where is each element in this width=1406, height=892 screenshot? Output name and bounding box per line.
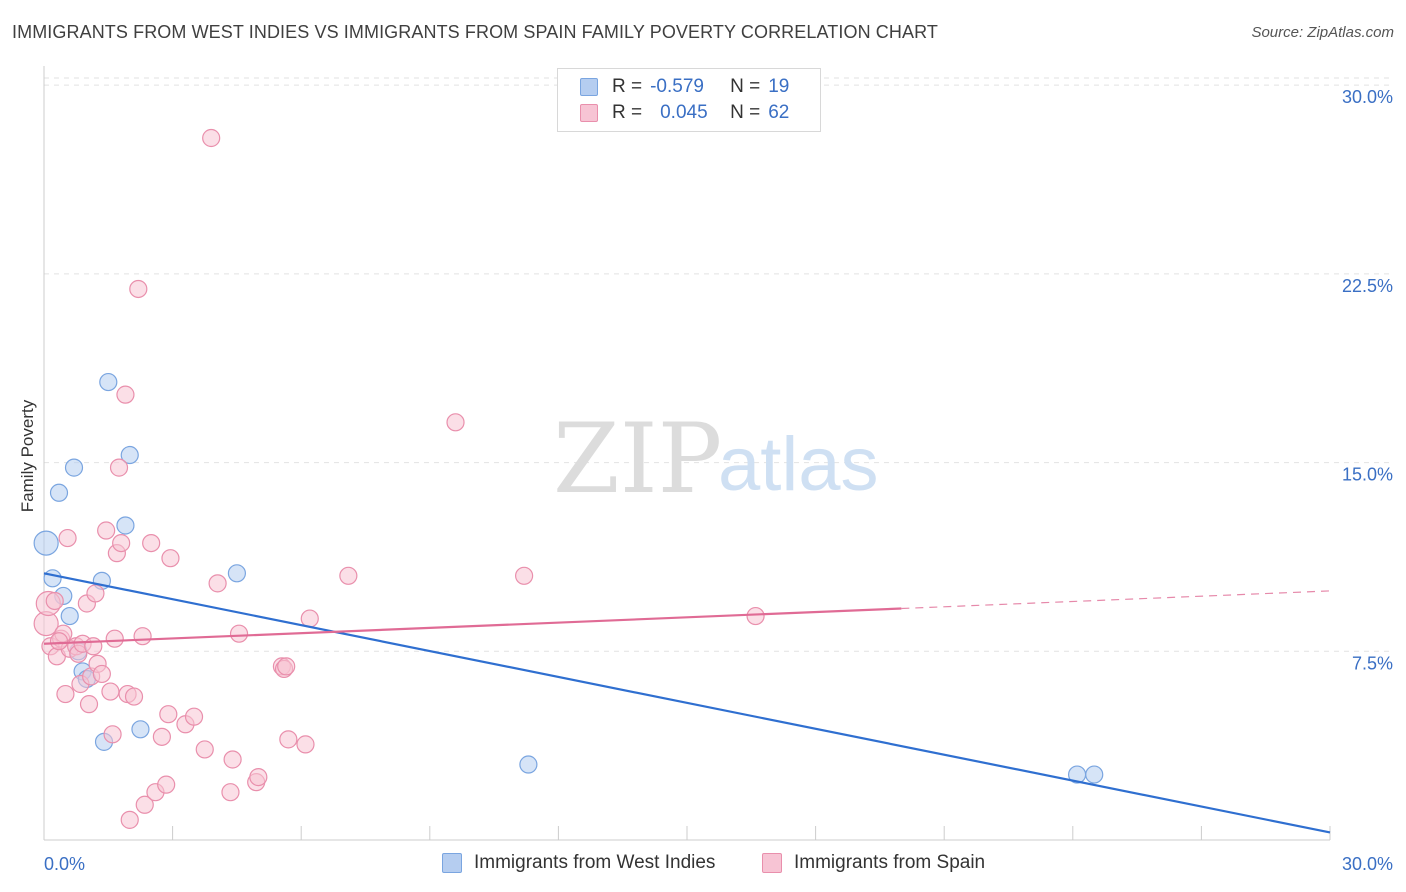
r-value: 0.045	[660, 102, 708, 123]
watermark-atlas: atlas	[718, 422, 879, 507]
chart-title: IMMIGRANTS FROM WEST INDIES VS IMMIGRANT…	[12, 22, 938, 42]
r-value: -0.579	[650, 76, 704, 97]
spain-point	[229, 624, 249, 643]
west-indies-point	[120, 445, 139, 465]
spain-point	[129, 279, 148, 299]
watermark: ZIP atlas	[553, 403, 879, 515]
n-value: 62	[768, 102, 790, 123]
y-tick-label: 30.0%	[1342, 87, 1393, 107]
spain-point	[79, 695, 99, 714]
west-indies-point	[131, 720, 150, 739]
spain-trend-extension	[901, 590, 1331, 610]
y-tick-label: 7.5%	[1352, 653, 1393, 673]
source-label: Source: ZipAtlas.com	[1251, 24, 1394, 41]
spain-point	[120, 810, 139, 829]
spain-point	[56, 684, 75, 704]
spain-point	[84, 637, 103, 656]
west-indies-point	[227, 564, 246, 583]
west-indies-point	[1085, 765, 1104, 784]
west-indies-point	[519, 755, 538, 774]
spain-point	[515, 566, 534, 585]
legend-item-spain[interactable]: Immigrants from Spain	[762, 852, 985, 874]
spain-point	[223, 750, 242, 769]
n-value: 19	[768, 76, 790, 97]
spain-point	[152, 727, 171, 746]
spain-point	[159, 705, 178, 724]
x-tick-label: 0.0%	[44, 854, 85, 874]
spain-point	[45, 591, 64, 611]
spain-trend-line	[43, 607, 902, 645]
spain-point	[157, 775, 176, 794]
west-indies-trend-line	[43, 572, 1331, 834]
y-tick-label: 15.0%	[1342, 465, 1393, 485]
blue-swatch	[580, 78, 598, 96]
pink-swatch	[762, 853, 782, 873]
spain-point	[133, 627, 152, 646]
spain-point	[277, 657, 296, 676]
spain-point	[339, 566, 358, 585]
spain-point	[142, 533, 161, 553]
gridlines	[44, 77, 1392, 652]
pink-swatch	[580, 104, 598, 122]
west-indies-point	[49, 483, 69, 502]
spain-point	[221, 783, 240, 802]
r-label: R =	[612, 102, 643, 123]
n-label: N =	[730, 102, 761, 123]
spain-point	[279, 730, 298, 749]
legend-label: Immigrants from Spain	[794, 852, 986, 873]
spain-point	[184, 707, 204, 726]
spain-point	[296, 735, 315, 754]
y-axis-label: Family Poverty	[18, 399, 37, 513]
west-indies-point	[116, 516, 135, 535]
spain-point	[103, 725, 122, 744]
spain-point	[202, 128, 221, 148]
r-label: R =	[612, 76, 643, 97]
spain-point	[112, 533, 131, 553]
spain-point	[105, 629, 124, 648]
spain-point	[124, 687, 144, 706]
west-indies-point	[33, 530, 59, 556]
spain-point	[101, 682, 120, 701]
legend-label: Immigrants from West Indies	[474, 852, 716, 873]
spain-point	[135, 795, 154, 814]
trend-lines	[43, 572, 1331, 834]
spain-point	[97, 521, 116, 540]
spain-point	[116, 385, 135, 404]
west-indies-point	[64, 458, 84, 477]
x-tick-label: 30.0%	[1342, 854, 1393, 874]
n-label: N =	[730, 76, 761, 97]
spain-point	[249, 767, 268, 787]
tick-labels: 7.5% 15.0% 22.5% 30.0% 0.0% 30.0%	[44, 87, 1393, 874]
spain-point	[208, 574, 227, 593]
data-points	[33, 128, 1104, 829]
blue-swatch	[442, 853, 462, 873]
correlation-legend: R = -0.579 N = 19 R = 0.045 N = 62	[557, 68, 821, 132]
watermark-zip: ZIP	[553, 403, 722, 515]
spain-point	[49, 632, 69, 651]
spain-point	[86, 584, 105, 603]
y-tick-label: 22.5%	[1342, 276, 1393, 296]
west-indies-point	[43, 569, 62, 588]
spain-point	[446, 413, 465, 432]
legend-item-west-indies[interactable]: Immigrants from West Indies	[442, 852, 715, 874]
legend-row-spain: R = 0.045 N = 62	[580, 101, 789, 125]
west-indies-point	[99, 372, 118, 392]
spain-point	[58, 528, 77, 548]
spain-point	[92, 664, 111, 684]
spain-point	[746, 606, 765, 626]
axes	[43, 66, 1331, 841]
legend-row-west-indies: R = -0.579 N = 19	[580, 75, 789, 99]
spain-point	[161, 549, 180, 568]
spain-point	[109, 458, 129, 477]
series-legend: Immigrants from West Indies Immigrants f…	[0, 852, 1406, 878]
spain-point	[195, 740, 214, 759]
west-indies-point	[60, 606, 79, 626]
